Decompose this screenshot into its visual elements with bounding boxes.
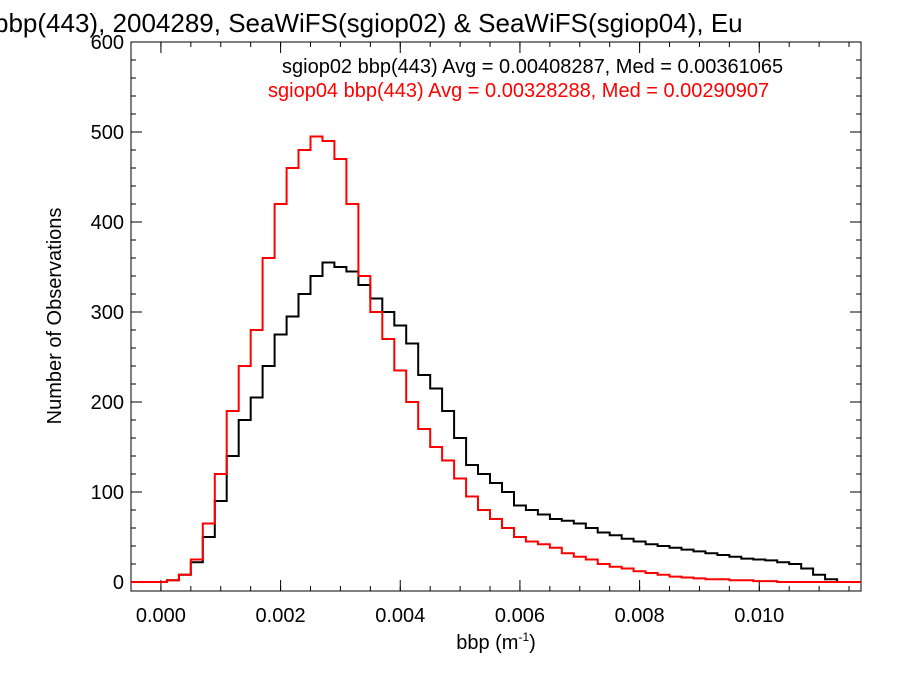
y-tick-label: 300 — [91, 302, 124, 324]
x-axis-label: bbp (m-1) — [456, 630, 536, 654]
y-tick-label: 0 — [113, 572, 124, 594]
x-tick-label: 0.006 — [495, 605, 545, 627]
chart-title: bbp(443), 2004289, SeaWiFS(sgiop02) & Se… — [0, 8, 743, 38]
plot-frame — [130, 41, 862, 592]
axis-ticks: 0.000 0.002 0.004 0.006 0.008 0.010 0 100 200 300… — [91, 32, 861, 627]
series-group — [131, 135, 861, 583]
annotation-sgiop04: sgiop04 bbp(443) Avg = 0.00328288, Med =… — [268, 80, 769, 102]
x-axis-label-superscript: -1 — [518, 630, 529, 644]
histogram-sgiop02-line — [131, 261, 861, 583]
x-axis-label-main: bbp (m — [456, 632, 518, 654]
y-tick-label: 400 — [91, 212, 124, 234]
x-tick-label: 0.010 — [734, 605, 784, 627]
y-tick-label: 100 — [91, 482, 124, 504]
x-tick-label: 0.000 — [136, 605, 186, 627]
y-axis-label: Number of Observations — [44, 208, 66, 425]
y-tick-label: 200 — [91, 392, 124, 414]
x-tick-label: 0.008 — [615, 605, 665, 627]
annotation-sgiop02: sgiop02 bbp(443) Avg = 0.00408287, Med =… — [282, 56, 783, 78]
y-tick-label: 500 — [91, 122, 124, 144]
x-axis-label-close: ) — [529, 632, 536, 654]
histogram-sgiop04-line — [131, 135, 861, 583]
y-tick-label: 600 — [91, 32, 124, 54]
x-tick-label: 0.004 — [375, 605, 425, 627]
plot-area-border — [130, 41, 862, 592]
x-tick-label: 0.002 — [256, 605, 306, 627]
